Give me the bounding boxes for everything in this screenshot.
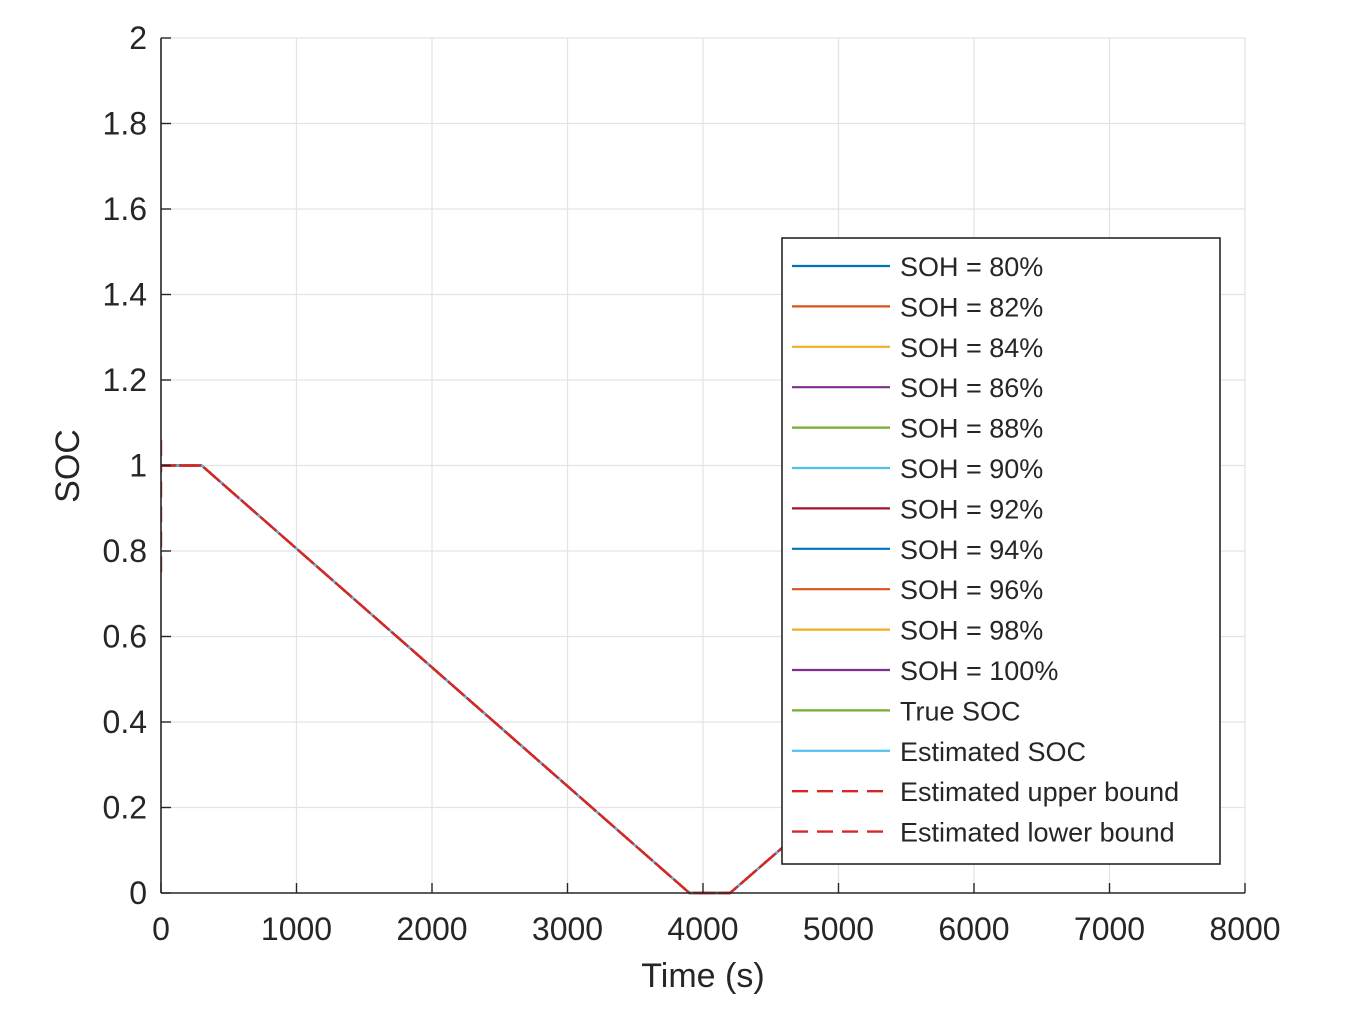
y-tick-label: 1 [129,448,147,484]
tick-labels: 0 1000 2000 3000 4000 5000 6000 7000 8000 0 0.2 0.4… [103,20,1281,947]
legend-label: Estimated lower bound [900,818,1175,848]
y-tick-label: 2 [129,20,147,56]
y-tick-label: 1.4 [103,277,147,313]
legend-label: SOH = 92% [900,494,1043,524]
x-tick-label: 4000 [667,911,738,947]
y-tick-label: 0.8 [103,533,147,569]
x-tick-label: 0 [152,911,170,947]
legend-label: SOH = 82% [900,292,1043,322]
legend-label: SOH = 84% [900,333,1043,363]
x-tick-label: 3000 [532,911,603,947]
y-tick-label: 1.8 [103,106,147,142]
legend-label: Estimated upper bound [900,777,1179,807]
legend: SOH = 80% SOH = 82% SOH = 84% SOH = 86% SOH … [781,237,1221,865]
x-tick-label: 8000 [1209,911,1280,947]
x-tick-label: 1000 [261,911,332,947]
x-tick-label: 2000 [396,911,467,947]
legend-label: Estimated SOC [900,737,1086,767]
legend-label: SOH = 96% [900,575,1043,605]
y-tick-label: 0.2 [103,790,147,826]
x-tick-label: 6000 [938,911,1009,947]
y-tick-label: 1.6 [103,191,147,227]
legend-label: SOH = 90% [900,454,1043,484]
legend-label: SOH = 86% [900,373,1043,403]
x-tick-label: 7000 [1074,911,1145,947]
legend-label: SOH = 98% [900,616,1043,646]
x-tick-label: 5000 [803,911,874,947]
legend-label: SOH = 100% [900,656,1058,686]
y-tick-label: 1.2 [103,362,147,398]
legend-label: True SOC [900,696,1021,726]
legend-label: SOH = 80% [900,252,1043,282]
axes [160,37,1246,894]
x-axis-label: Time (s) [641,957,764,995]
legend-box [781,237,1221,865]
legend-label: SOH = 88% [900,414,1043,444]
y-axis-label: SOC [49,429,87,503]
y-tick-label: 0.6 [103,619,147,655]
legend-label: SOH = 94% [900,535,1043,565]
y-tick-label: 0 [129,875,147,911]
y-tick-label: 0.4 [103,704,147,740]
